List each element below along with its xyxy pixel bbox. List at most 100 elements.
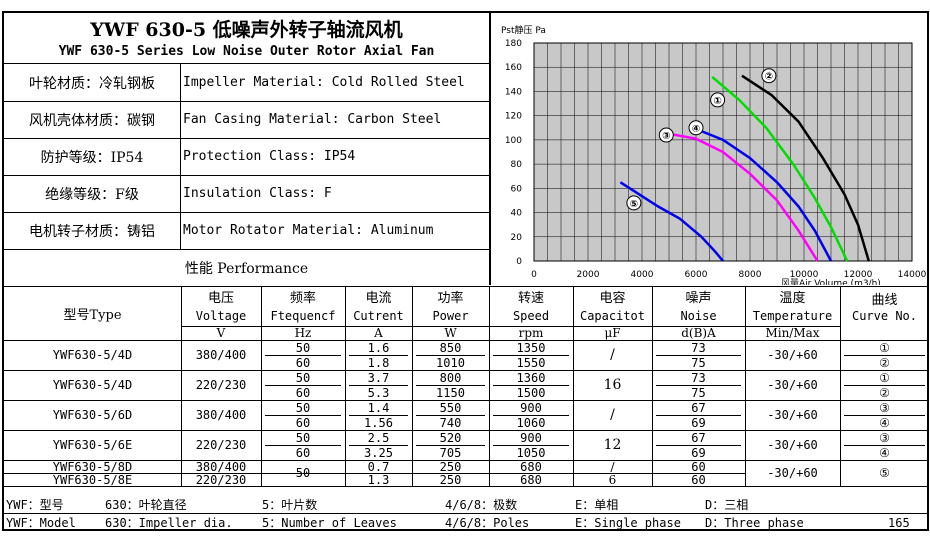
- row-curve: ③: [879, 400, 890, 415]
- row-temperature: -30/+60: [767, 348, 818, 362]
- row-current: 3.25: [364, 445, 393, 460]
- header-cn: 电流: [365, 290, 392, 306]
- row-noise: 67: [691, 400, 706, 415]
- row-current: 1.6: [367, 340, 390, 355]
- spec-value-en: Fan Casing Material: Carbon Steel: [183, 112, 442, 127]
- row-curve: ②: [879, 385, 890, 400]
- sub-row-divider: [416, 385, 485, 386]
- sub-row-divider: [265, 385, 341, 386]
- row-noise: 60: [691, 459, 706, 474]
- footer-cn-item: YWF：型号: [6, 498, 64, 512]
- title-en: YWF 630-5 Series Low Noise Outer Rotor A…: [58, 43, 435, 59]
- row-power: 850: [439, 340, 462, 355]
- y-tick-label: 100: [505, 136, 522, 146]
- series-line-3: [668, 132, 819, 262]
- footer-cn-item: D：三相: [705, 498, 749, 512]
- row-speed: 1550: [516, 355, 546, 370]
- row-temperature: -30/+60: [767, 378, 818, 392]
- row-freq: 50: [295, 340, 311, 355]
- table-top-border: [4, 286, 929, 287]
- row-voltage: 380/400: [195, 459, 247, 474]
- row-voltage: 220/230: [195, 438, 247, 452]
- chart-panel: 0 20 40 60 80 100 120 140 160 180 0 2000 4000 6000 800…: [489, 13, 927, 289]
- footer-en-item: YWF：Model: [6, 516, 76, 530]
- column-divider: [573, 286, 574, 486]
- row-voltage: 220/230: [195, 472, 247, 487]
- row-freq: 60: [295, 415, 311, 430]
- row-temperature: -30/+60: [767, 408, 818, 422]
- header-en: Temperature: [752, 309, 833, 323]
- column-divider: [181, 286, 182, 486]
- sub-row-divider: [656, 415, 741, 416]
- footer-en-item: 630：Impeller dia.: [105, 516, 233, 530]
- spec-divider: [4, 101, 489, 102]
- row-curve: ④: [879, 415, 890, 430]
- sub-row-divider: [844, 385, 925, 386]
- sub-row-divider: [844, 445, 925, 446]
- sub-row-divider: [265, 355, 341, 356]
- sub-row-divider: [349, 385, 408, 386]
- row-capacitor: 6: [608, 472, 617, 487]
- row-power: 1010: [436, 355, 465, 370]
- x-tick-label: 14000: [898, 270, 927, 280]
- row-temperature: -30/+60: [767, 466, 818, 480]
- series-label-4: ④: [692, 124, 700, 135]
- header-cn: 转速: [517, 290, 544, 306]
- row-power: 550: [439, 400, 462, 415]
- row-current: 1.3: [367, 472, 390, 487]
- header-unit: V: [216, 326, 226, 340]
- y-tick-label: 120: [505, 112, 522, 122]
- x-tick-label: 0: [531, 270, 537, 280]
- sub-row-divider: [493, 415, 569, 416]
- spec-value-en: Impeller Material: Cold Rolled Steel: [183, 75, 465, 90]
- row-noise: 75: [691, 355, 706, 370]
- spec-divider: [4, 249, 489, 250]
- y-tick-label: 180: [505, 39, 522, 49]
- row-divider: [4, 400, 929, 401]
- row-curve: ④: [879, 445, 890, 460]
- column-divider: [345, 286, 346, 486]
- header-en: Power: [432, 309, 469, 323]
- footer-cn-item: E：单相: [575, 498, 619, 512]
- row-current: 1.56: [364, 415, 393, 430]
- sub-row-divider: [349, 415, 408, 416]
- row-power: 1150: [436, 385, 465, 400]
- row-noise: 69: [691, 415, 706, 430]
- spec-label-cn: 防护等级：IP54: [40, 149, 144, 166]
- row-curve: ①: [879, 370, 890, 385]
- column-divider: [652, 286, 653, 486]
- row-voltage: 380/400: [195, 408, 247, 422]
- sub-row-divider: [416, 355, 485, 356]
- sub-row-divider: [844, 355, 925, 356]
- row-capacitor: 12: [603, 437, 622, 453]
- row-speed: 1060: [516, 415, 546, 430]
- row-power: 800: [439, 370, 462, 385]
- row-curve: ⑤: [879, 466, 890, 480]
- row-divider: [4, 370, 929, 371]
- row-type: YWF630-5/4D: [52, 378, 133, 392]
- sub-row-divider: [265, 415, 341, 416]
- header-unit: μF: [604, 326, 621, 340]
- row-current: 1.4: [367, 400, 390, 415]
- series-marker-1: [710, 92, 726, 108]
- series-marker-3: [658, 127, 674, 143]
- y-tick-label: 0: [516, 257, 522, 267]
- row-speed: 900: [520, 430, 542, 445]
- header-unit: A: [374, 326, 383, 340]
- header-curve-cn: 曲线: [871, 292, 898, 308]
- series-marker-2: [761, 68, 777, 84]
- sub-row-divider: [656, 385, 741, 386]
- spec-col-divider: [180, 64, 181, 249]
- spec-value-en: Protection Class: IP54: [183, 149, 356, 164]
- header-unit-divider: [181, 326, 840, 327]
- spec-label-cn: 电机转子材质：铸铝: [29, 223, 155, 240]
- row-curve: ①: [879, 340, 890, 355]
- x-tick-label: 12000: [844, 270, 873, 280]
- performance-label: 性能 Performance: [184, 261, 309, 277]
- spec-label-cn: 绝缘等级：F级: [45, 186, 139, 203]
- sub-row-divider: [493, 355, 569, 356]
- footer-cn-item: 5：叶片数: [262, 498, 318, 512]
- series-line-1: [711, 75, 849, 262]
- header-en: Ftequencf: [270, 309, 336, 323]
- sub-row-divider: [416, 445, 485, 446]
